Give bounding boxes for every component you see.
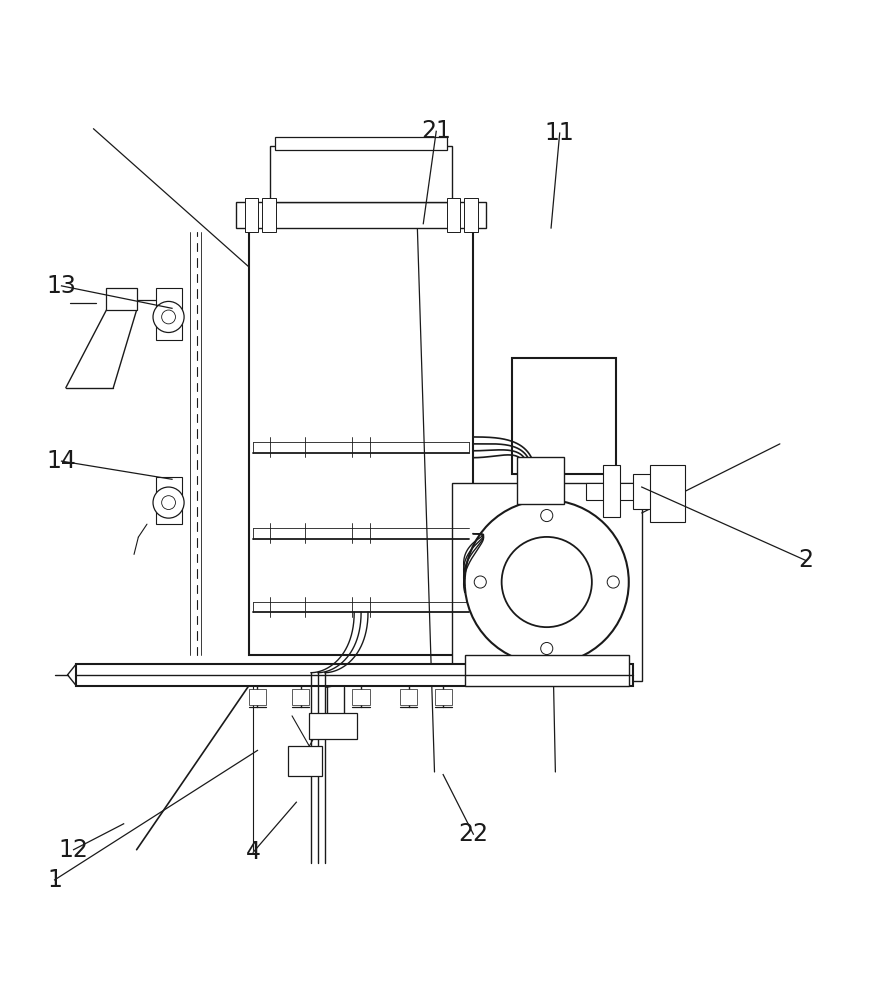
Circle shape [607,576,620,588]
Bar [512,358,616,474]
Bar [353,689,369,705]
Bar [249,224,474,655]
Text: 2: 2 [799,548,813,572]
Text: 11: 11 [545,121,574,145]
Bar [650,465,685,522]
Text: 14: 14 [47,449,76,473]
Bar [434,689,452,705]
Circle shape [153,487,184,518]
Bar [309,713,357,739]
Bar [262,198,275,232]
Bar [516,457,564,504]
Circle shape [153,301,184,332]
Bar [452,483,641,681]
Bar [288,746,322,776]
Circle shape [162,496,176,509]
Bar [106,288,136,310]
Bar [634,474,672,509]
Bar [465,655,629,686]
Bar [76,664,634,686]
Circle shape [162,310,176,324]
Circle shape [541,509,553,522]
Circle shape [474,576,487,588]
Circle shape [465,500,629,664]
Bar [156,477,182,524]
Bar [244,198,258,232]
Text: 1: 1 [47,868,62,892]
Text: 21: 21 [421,119,451,143]
Bar [464,198,478,232]
Text: 12: 12 [58,838,89,862]
Bar [156,288,182,340]
Text: 22: 22 [458,822,488,846]
Text: 4: 4 [246,840,261,864]
Bar [249,689,266,705]
Bar [270,146,452,202]
Circle shape [541,642,553,655]
Text: 13: 13 [47,274,76,298]
Bar [235,202,487,228]
Bar [400,689,417,705]
Bar [447,198,461,232]
Bar [586,483,637,500]
Circle shape [501,537,592,627]
Bar [603,465,620,517]
Bar [292,689,309,705]
Bar [275,137,448,150]
